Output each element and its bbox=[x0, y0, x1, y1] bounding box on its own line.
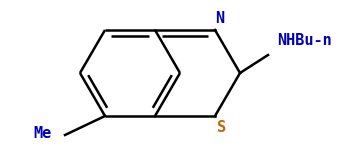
Text: Me: Me bbox=[33, 126, 51, 141]
Text: S: S bbox=[217, 121, 227, 136]
Text: NHBu-n: NHBu-n bbox=[278, 32, 332, 47]
Text: N: N bbox=[215, 10, 225, 25]
